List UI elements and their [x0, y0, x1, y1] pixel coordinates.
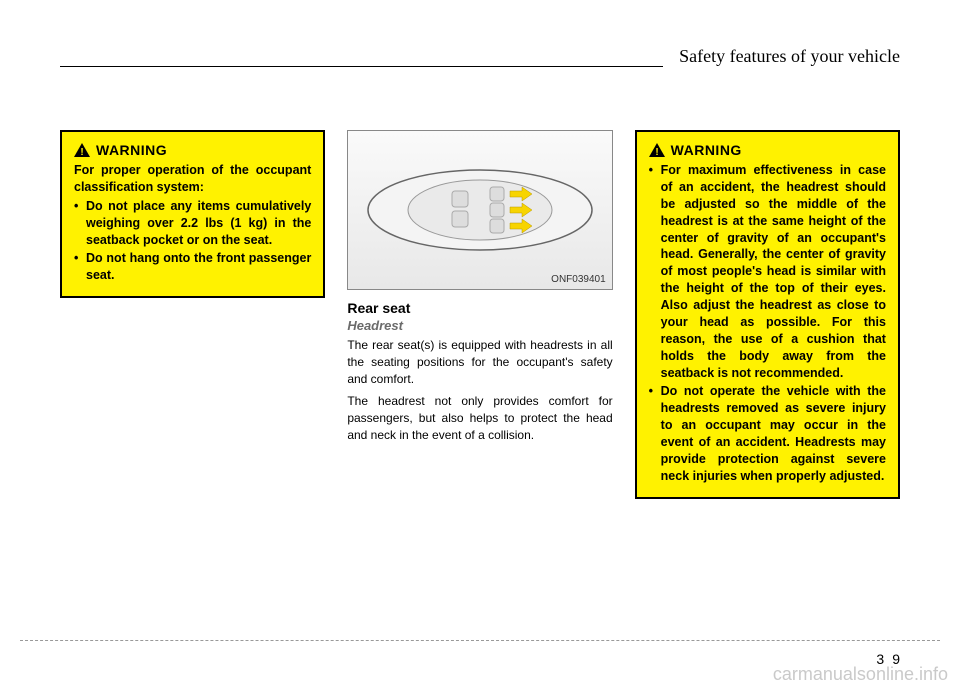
- warning-triangle-icon: !: [74, 143, 90, 157]
- car-top-view-icon: [360, 155, 600, 265]
- warning-label: WARNING: [671, 142, 742, 158]
- column-right: ! WARNING For maximum effectiveness in c…: [635, 130, 900, 499]
- warning-label: WARNING: [96, 142, 167, 158]
- warning-bullet: For maximum effectiveness in case of an …: [649, 162, 886, 381]
- warning-intro: For proper operation of the occupant cla…: [74, 162, 311, 196]
- warning-box-left: ! WARNING For proper operation of the oc…: [60, 130, 325, 298]
- rear-seat-figure: ONF039401: [347, 130, 612, 290]
- footer-rule: [20, 640, 940, 641]
- content-columns: ! WARNING For proper operation of the oc…: [60, 130, 900, 499]
- manual-page: Safety features of your vehicle ! WARNIN…: [0, 0, 960, 689]
- body-paragraph: The rear seat(s) is equipped with headre…: [347, 337, 612, 387]
- warning-bullets: Do not place any items cumulatively weig…: [74, 198, 311, 284]
- page-header: Safety features of your vehicle: [60, 40, 900, 90]
- header-title: Safety features of your vehicle: [663, 46, 900, 67]
- warning-bullet: Do not place any items cumulatively weig…: [74, 198, 311, 249]
- body-paragraph: The headrest not only provides comfort f…: [347, 393, 612, 443]
- subheading: Headrest: [347, 318, 612, 333]
- watermark: carmanualsonline.info: [773, 664, 948, 685]
- warning-text: For proper operation of the occupant cla…: [74, 162, 311, 284]
- section-title: Rear seat: [347, 300, 612, 316]
- svg-text:!: !: [655, 147, 658, 157]
- warning-text: For maximum effectiveness in case of an …: [649, 162, 886, 485]
- warning-box-right: ! WARNING For maximum effectiveness in c…: [635, 130, 900, 499]
- warning-bullet: Do not operate the vehicle with the head…: [649, 383, 886, 484]
- warning-bullets: For maximum effectiveness in case of an …: [649, 162, 886, 485]
- column-left: ! WARNING For proper operation of the oc…: [60, 130, 325, 499]
- warning-triangle-icon: !: [649, 143, 665, 157]
- warning-bullet: Do not hang onto the front passenger sea…: [74, 250, 311, 284]
- warning-heading: ! WARNING: [649, 142, 886, 158]
- column-center: ONF039401 Rear seat Headrest The rear se…: [347, 130, 612, 499]
- svg-text:!: !: [80, 147, 83, 157]
- figure-code: ONF039401: [551, 274, 605, 285]
- warning-heading: ! WARNING: [74, 142, 311, 158]
